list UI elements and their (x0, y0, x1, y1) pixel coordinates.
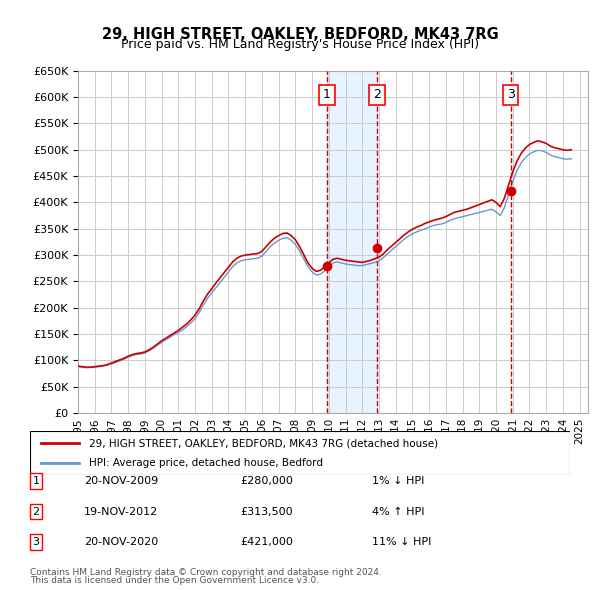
Text: Contains HM Land Registry data © Crown copyright and database right 2024.: Contains HM Land Registry data © Crown c… (30, 568, 382, 577)
Text: Price paid vs. HM Land Registry's House Price Index (HPI): Price paid vs. HM Land Registry's House … (121, 38, 479, 51)
Text: 4% ↑ HPI: 4% ↑ HPI (372, 507, 425, 516)
Text: 2: 2 (373, 88, 381, 101)
Text: £421,000: £421,000 (240, 537, 293, 547)
FancyBboxPatch shape (30, 431, 570, 475)
Text: £313,500: £313,500 (240, 507, 293, 516)
Text: 1: 1 (323, 88, 331, 101)
Text: 1% ↓ HPI: 1% ↓ HPI (372, 476, 424, 486)
Text: 29, HIGH STREET, OAKLEY, BEDFORD, MK43 7RG (detached house): 29, HIGH STREET, OAKLEY, BEDFORD, MK43 7… (89, 438, 439, 448)
Text: 2: 2 (32, 507, 40, 516)
Text: 3: 3 (507, 88, 515, 101)
Text: 20-NOV-2009: 20-NOV-2009 (84, 476, 158, 486)
Bar (327, 71, 377, 413)
Text: £280,000: £280,000 (240, 476, 293, 486)
Text: 3: 3 (32, 537, 40, 547)
Text: 29, HIGH STREET, OAKLEY, BEDFORD, MK43 7RG: 29, HIGH STREET, OAKLEY, BEDFORD, MK43 7… (101, 27, 499, 41)
Text: 19-NOV-2012: 19-NOV-2012 (84, 507, 158, 516)
Text: 1: 1 (32, 476, 40, 486)
Text: 11% ↓ HPI: 11% ↓ HPI (372, 537, 431, 547)
Text: This data is licensed under the Open Government Licence v3.0.: This data is licensed under the Open Gov… (30, 576, 319, 585)
Text: HPI: Average price, detached house, Bedford: HPI: Average price, detached house, Bedf… (89, 458, 323, 467)
Text: 20-NOV-2020: 20-NOV-2020 (84, 537, 158, 547)
